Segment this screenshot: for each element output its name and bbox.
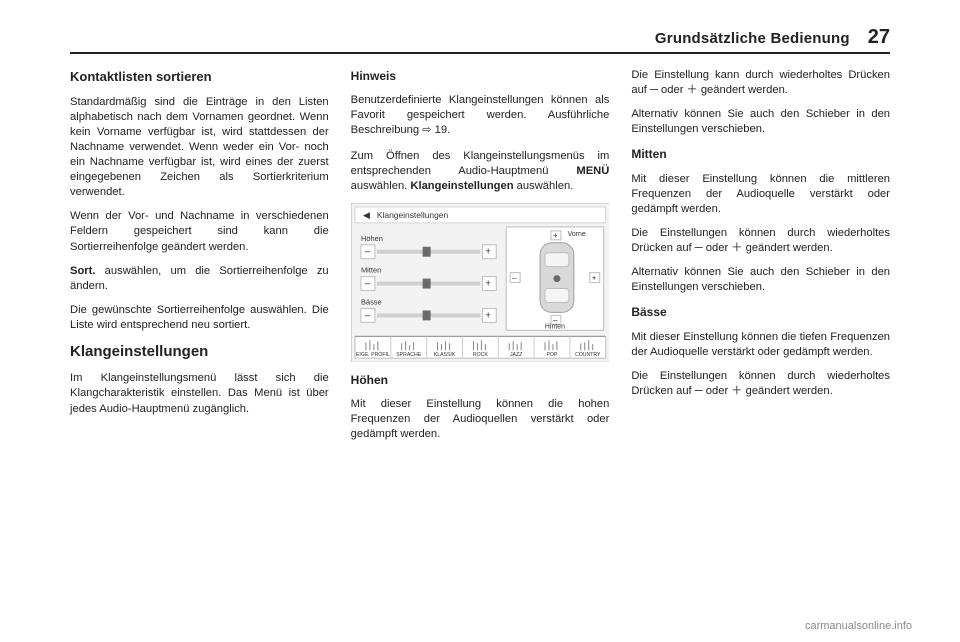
klang-keyword: Klangeinstellungen xyxy=(410,180,513,192)
screenshot-figure: ◀ Klangeinstellungen Höhen – + Mitten – xyxy=(351,203,610,362)
preset-bar: EIGE. PROFIL SPRACHE KLASSIK ROCK JAZZ P… xyxy=(355,336,606,358)
svg-text:+: + xyxy=(553,231,558,240)
svg-text:+: + xyxy=(591,273,596,282)
svg-text:–: – xyxy=(512,273,517,282)
col1-p1: Standardmäßig sind die Einträge in den L… xyxy=(70,95,329,201)
label-hohen: Höhen xyxy=(361,234,383,243)
column-1: Kontaktlisten sortieren Standardmäßig si… xyxy=(70,68,329,602)
col2-p2: Mit dieser Einstellung können die hohen … xyxy=(351,397,610,442)
col3-p5: Alternativ können Sie auch den Schieber … xyxy=(631,265,890,295)
col2-p1e: auswählen. xyxy=(514,180,574,192)
preset-0: EIGE. PROFIL xyxy=(356,352,390,358)
fig-title: Klangeinstellungen xyxy=(377,210,449,220)
col3-p2: Alternativ können Sie auch den Schieber … xyxy=(631,107,890,137)
note-box: Hinweis Benutzerdefinierte Klangeinstell… xyxy=(351,68,610,139)
col1-p2: Wenn der Vor- und Nachname in verschiede… xyxy=(70,209,329,254)
col2-p1c: auswählen. xyxy=(351,180,411,192)
settings-screenshot-svg: ◀ Klangeinstellungen Höhen – + Mitten – xyxy=(351,203,610,362)
note-label: Hinweis xyxy=(351,68,610,84)
manual-page: Grundsätzliche Bedienung 27 Kontaktliste… xyxy=(0,0,960,642)
svg-text:+: + xyxy=(485,278,491,289)
menu-keyword: MENÜ xyxy=(576,165,609,177)
svg-text:–: – xyxy=(365,278,371,289)
column-3: Die Einstellung kann durch wiederholtes … xyxy=(631,68,890,602)
col3-p6: Mit dieser Einstellung können die tiefen… xyxy=(631,330,890,360)
col1-p3: Sort. auswählen, um die Sortierreihenfol… xyxy=(70,264,329,294)
header-rule xyxy=(70,52,890,54)
header-title: Grundsätzliche Bedienung xyxy=(655,30,850,47)
col3-p3: Mit dieser Einstellung können die mittle… xyxy=(631,172,890,217)
col2-p1: Zum Öffnen des Klangeinstellungsmenüs im… xyxy=(351,149,610,194)
svg-text:+: + xyxy=(485,247,491,258)
note-body-ref: ⇨ 19. xyxy=(422,124,450,136)
heading-hohen: Höhen xyxy=(351,372,610,388)
col3-p1: Die Einstellung kann durch wiederholtes … xyxy=(631,68,890,98)
col3-p4: Die Einstellungen können durch wiederhol… xyxy=(631,226,890,256)
label-mitten: Mitten xyxy=(361,265,381,274)
note-body-a: Benutzerdefinierte Klangeinstellungen kö… xyxy=(351,94,610,136)
col1-p3b: auswählen, um die Sortierreihenfolge zu … xyxy=(70,265,329,292)
label-basse: Bässe xyxy=(361,297,382,306)
svg-text:–: – xyxy=(365,310,371,321)
heading-mitten: Mitten xyxy=(631,146,890,162)
preset-4: JAZZ xyxy=(510,352,522,358)
heading-klangeinstellungen: Klangeinstellungen xyxy=(70,342,329,362)
label-vorne: Vorne xyxy=(567,231,585,238)
preset-2: KLASSIK xyxy=(433,352,455,358)
content-columns: Kontaktlisten sortieren Standardmäßig si… xyxy=(70,68,890,602)
svg-text:+: + xyxy=(485,310,491,321)
preset-6: COUNTRY xyxy=(575,352,601,358)
col1-p4: Die gewünschte Sortierreihenfolge auswäh… xyxy=(70,303,329,333)
preset-3: ROCK xyxy=(473,352,488,358)
col2-p1a: Zum Öffnen des Klangeinstellungsmenüs im… xyxy=(351,150,610,177)
sort-keyword: Sort. xyxy=(70,265,95,277)
note-body: Benutzerdefinierte Klangeinstellungen kö… xyxy=(351,93,610,138)
svg-text:–: – xyxy=(365,247,371,258)
footer-watermark: carmanualsonline.info xyxy=(805,620,912,632)
heading-basse: Bässe xyxy=(631,304,890,320)
label-hinten: Hinten xyxy=(545,323,565,330)
fader-panel: Vorne – + + – Hinten xyxy=(506,227,603,330)
preset-1: SPRACHE xyxy=(396,352,421,358)
col3-p7: Die Einstellungen können durch wiederhol… xyxy=(631,369,890,399)
preset-5: POP xyxy=(546,352,557,358)
back-icon: ◀ xyxy=(363,210,370,220)
column-2: Hinweis Benutzerdefinierte Klangeinstell… xyxy=(351,68,610,602)
page-number: 27 xyxy=(868,26,890,49)
heading-kontaktlisten: Kontaktlisten sortieren xyxy=(70,68,329,86)
col1-p5: Im Klangeinstellungsmenü lässt sich die … xyxy=(70,371,329,416)
page-header: Grundsätzliche Bedienung 27 xyxy=(70,26,890,49)
